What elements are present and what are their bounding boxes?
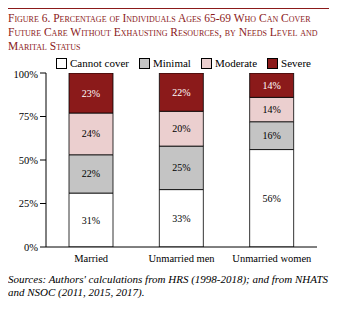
html-text:Severe: Severe — [281, 57, 311, 69]
html-text:Cannot cover: Cannot cover — [70, 57, 129, 69]
svg-text:50%: 50% — [19, 155, 39, 166]
svg-text:Unmarried women: Unmarried women — [232, 253, 312, 264]
svg-text:24%: 24% — [82, 128, 100, 139]
svg-text:25%: 25% — [19, 198, 39, 209]
html-text:Sources: Authors' calculations: Sources: Authors' calculations from HRS … — [8, 273, 329, 298]
svg-text:23%: 23% — [82, 88, 100, 99]
svg-text:Married: Married — [74, 253, 109, 264]
html-text:Figure 6. Percentage of Indivi: Figure 6. Percentage of Individuals Ages… — [8, 12, 318, 52]
svg-text:0%: 0% — [24, 242, 38, 253]
svg-text:20%: 20% — [172, 123, 190, 134]
svg-text:22%: 22% — [82, 168, 100, 179]
svg-text:14%: 14% — [262, 80, 280, 91]
svg-text:Unmarried men: Unmarried men — [148, 253, 215, 264]
svg-text:16%: 16% — [262, 130, 280, 141]
svg-text:100%: 100% — [14, 69, 39, 80]
svg-text:25%: 25% — [172, 162, 190, 173]
svg-text:56%: 56% — [262, 193, 280, 204]
svg-text:33%: 33% — [172, 213, 190, 224]
svg-text:31%: 31% — [82, 215, 100, 226]
svg-text:75%: 75% — [19, 111, 39, 122]
svg-text:14%: 14% — [262, 104, 280, 115]
html-text:Moderate: Moderate — [214, 57, 257, 69]
svg-text:22%: 22% — [172, 87, 190, 98]
html-text:Minimal: Minimal — [153, 57, 191, 69]
